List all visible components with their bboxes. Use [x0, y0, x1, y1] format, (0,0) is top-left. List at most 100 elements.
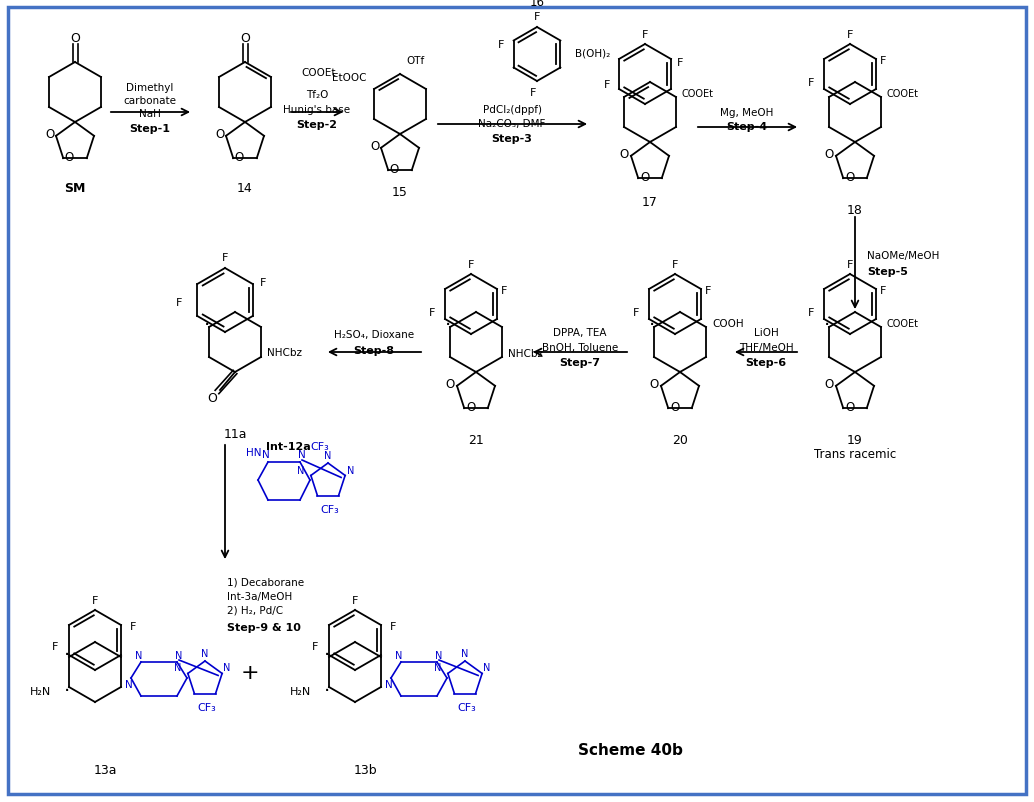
Text: ·: · [64, 682, 70, 701]
Text: Step-7: Step-7 [559, 358, 601, 367]
Text: F: F [705, 286, 711, 296]
Text: F: F [880, 56, 886, 66]
Text: F: F [808, 78, 814, 88]
Text: F: F [529, 88, 537, 98]
Text: Step-2: Step-2 [297, 119, 337, 130]
Text: F: F [497, 40, 505, 50]
Text: F: F [847, 260, 853, 269]
Text: carbonate: carbonate [123, 96, 177, 106]
Text: 20: 20 [672, 434, 688, 447]
Text: CF₃: CF₃ [310, 441, 329, 452]
Text: F: F [500, 286, 508, 296]
Text: Na₂CO₃, DMF: Na₂CO₃, DMF [479, 119, 546, 129]
Text: N: N [435, 650, 443, 660]
Text: ·: · [324, 646, 330, 665]
Text: CF₃: CF₃ [458, 702, 477, 712]
Text: O: O [215, 128, 224, 141]
Text: HN: HN [246, 448, 262, 457]
Text: F: F [130, 622, 136, 631]
Text: N: N [202, 648, 209, 658]
Text: O: O [446, 378, 455, 391]
Text: EtOOC: EtOOC [332, 73, 366, 83]
Text: O: O [207, 392, 217, 405]
Text: O: O [70, 31, 80, 44]
Text: O: O [370, 140, 379, 153]
Text: NaOMe/MeOH: NaOMe/MeOH [866, 251, 939, 261]
Text: O: O [846, 400, 855, 413]
Text: B(OH)₂: B(OH)₂ [575, 48, 610, 58]
Text: O: O [824, 378, 833, 391]
Text: PdCl₂(dppf): PdCl₂(dppf) [483, 105, 542, 115]
Text: COOH: COOH [712, 318, 743, 329]
Text: H₂SO₄, Dioxane: H₂SO₄, Dioxane [334, 330, 414, 339]
Text: LiOH: LiOH [754, 327, 779, 338]
Text: N: N [325, 451, 332, 460]
Text: N: N [385, 679, 393, 689]
Text: 19: 19 [847, 434, 863, 447]
Text: O: O [641, 171, 650, 184]
Text: ·: · [445, 316, 451, 335]
Text: COOEt: COOEt [682, 89, 714, 99]
Text: O: O [671, 400, 680, 413]
Text: F: F [92, 595, 98, 606]
Text: 21: 21 [468, 434, 484, 447]
Text: F: F [633, 308, 639, 318]
Text: COOEt: COOEt [887, 318, 919, 329]
Text: DPPA, TEA: DPPA, TEA [553, 327, 607, 338]
Text: F: F [880, 286, 886, 296]
Text: F: F [808, 308, 814, 318]
Text: F: F [672, 260, 678, 269]
Text: O: O [240, 31, 250, 44]
Text: BnOH, Toluene: BnOH, Toluene [542, 342, 618, 353]
Text: 14: 14 [237, 181, 253, 194]
Text: 2) H₂, Pd/C: 2) H₂, Pd/C [227, 606, 283, 615]
Text: 13a: 13a [93, 764, 117, 776]
Text: N: N [263, 449, 270, 460]
Text: O: O [390, 163, 399, 176]
Text: O: O [824, 148, 833, 161]
Text: O: O [846, 171, 855, 184]
Text: N: N [174, 662, 182, 673]
Text: F: F [642, 30, 648, 40]
Text: NHCbz: NHCbz [508, 349, 543, 358]
Text: F: F [260, 277, 266, 288]
Text: Dimethyl: Dimethyl [126, 83, 174, 93]
Text: COOEt: COOEt [301, 68, 335, 78]
Text: F: F [352, 595, 358, 606]
Text: COOEt: COOEt [887, 89, 919, 99]
Text: ·: · [324, 682, 330, 701]
Text: N: N [176, 650, 183, 660]
Text: CF₃: CF₃ [197, 702, 216, 712]
Text: 18: 18 [847, 205, 863, 217]
Text: ·: · [824, 316, 830, 335]
Text: Step-1: Step-1 [129, 124, 171, 134]
Text: O: O [45, 128, 55, 141]
Text: F: F [534, 12, 540, 22]
Text: O: O [64, 151, 73, 164]
Text: F: F [222, 253, 229, 263]
Text: N: N [395, 650, 402, 660]
Text: Trans racemic: Trans racemic [814, 448, 896, 461]
Text: ·: · [64, 646, 70, 665]
Text: H₂N: H₂N [30, 687, 51, 696]
Text: F: F [390, 622, 396, 631]
Text: Hunig's base: Hunig's base [283, 105, 351, 115]
Text: N: N [135, 650, 143, 660]
Text: N: N [461, 648, 468, 658]
Text: NaH: NaH [139, 109, 161, 119]
Text: Step-4: Step-4 [727, 122, 767, 132]
Text: 11a: 11a [223, 428, 247, 441]
Text: N: N [223, 662, 231, 673]
Text: O: O [466, 400, 476, 413]
Text: N: N [125, 679, 132, 689]
Text: N: N [347, 466, 355, 476]
Text: ·: · [204, 316, 210, 335]
Text: F: F [467, 260, 475, 269]
Text: N: N [484, 662, 491, 673]
Text: SM: SM [64, 181, 86, 194]
Text: F: F [312, 642, 318, 651]
Text: F: F [52, 642, 58, 651]
Text: F: F [176, 298, 182, 308]
Text: Step-8: Step-8 [354, 346, 395, 355]
Text: Mg, MeOH: Mg, MeOH [721, 107, 773, 118]
